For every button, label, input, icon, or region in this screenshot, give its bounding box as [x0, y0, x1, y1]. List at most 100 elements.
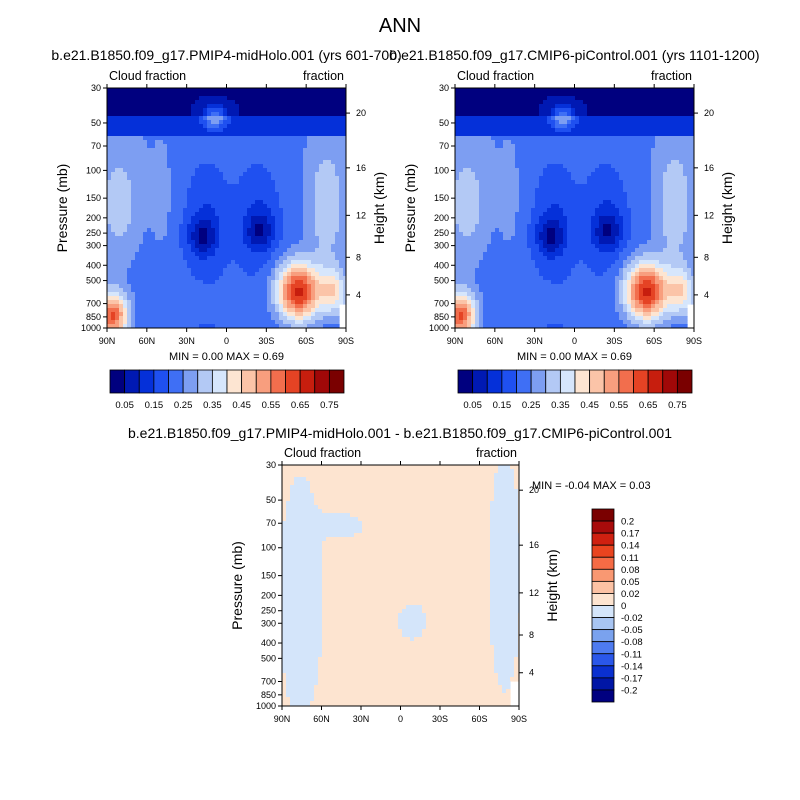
heatmap-cell [567, 108, 572, 113]
heatmap-cell [283, 308, 288, 313]
heatmap-cell [323, 132, 328, 137]
heatmap-cell [619, 96, 624, 101]
heatmap-cell [579, 112, 584, 117]
heatmap-cell [455, 140, 460, 145]
heatmap-cell [335, 200, 340, 205]
heatmap-cell [555, 100, 560, 105]
heatmap-cell [115, 188, 120, 193]
heatmap-cell [255, 200, 260, 205]
heatmap-cell [467, 120, 472, 125]
heatmap-cell [283, 164, 288, 169]
heatmap-cell [247, 176, 252, 181]
heatmap-cell [147, 140, 152, 145]
heatmap-cell [139, 160, 144, 165]
heatmap-cell [195, 160, 200, 165]
heatmap-cell [563, 144, 568, 149]
heatmap-cell [307, 272, 312, 277]
heatmap-cell [291, 180, 296, 185]
heatmap-cell [179, 296, 184, 301]
heatmap-cell [471, 88, 476, 93]
heatmap-cell [219, 252, 224, 257]
heatmap-cell [167, 296, 172, 301]
heatmap-cell [259, 312, 264, 317]
heatmap-cell [195, 252, 200, 257]
heatmap-cell [167, 200, 172, 205]
heatmap-cell [287, 264, 292, 269]
heatmap-cell [239, 228, 244, 233]
heatmap-cell [287, 96, 292, 101]
heatmap-cell [131, 216, 136, 221]
heatmap-cell [159, 288, 164, 293]
heatmap-cell [683, 132, 688, 137]
heatmap-cell [223, 232, 228, 237]
heatmap-cell [207, 252, 212, 257]
heatmap-cell [111, 240, 116, 245]
heatmap-cell [327, 304, 332, 309]
heatmap-cell [651, 112, 656, 117]
heatmap-cell [339, 132, 344, 137]
heatmap-cell [243, 172, 248, 177]
heatmap-cell [571, 156, 576, 161]
heatmap-cell [259, 192, 264, 197]
heatmap-cell [151, 120, 156, 125]
heatmap-cell [119, 304, 124, 309]
heatmap-cell [159, 244, 164, 249]
heatmap-cell [147, 180, 152, 185]
heatmap-cell [655, 172, 660, 177]
heatmap-cell [487, 128, 492, 133]
heatmap-cell [163, 132, 168, 137]
heatmap-cell [175, 196, 180, 201]
heatmap-cell [207, 184, 212, 189]
heatmap-cell [283, 272, 288, 277]
heatmap-cell [563, 128, 568, 133]
heatmap-cell [235, 236, 240, 241]
heatmap-cell [163, 88, 168, 93]
heatmap-cell [619, 124, 624, 129]
heatmap-cell [159, 236, 164, 241]
heatmap-cell [343, 128, 346, 133]
heatmap-cell [283, 156, 288, 161]
heatmap-cell [131, 164, 136, 169]
heatmap-cell [259, 140, 264, 145]
heatmap-cell [467, 140, 472, 145]
heatmap-cell [667, 168, 672, 173]
heatmap-cell [223, 244, 228, 249]
heatmap-cell [315, 232, 320, 237]
heatmap-cell [239, 200, 244, 205]
heatmap-cell [291, 324, 296, 328]
heatmap-cell [299, 236, 304, 241]
heatmap-cell [111, 140, 116, 145]
heatmap-cell [247, 228, 252, 233]
heatmap-cell [691, 136, 694, 141]
heatmap-cell [595, 96, 600, 101]
heatmap-cell [119, 280, 124, 285]
heatmap-cell [295, 236, 300, 241]
heatmap-cell [183, 268, 188, 273]
heatmap-cell [323, 100, 328, 105]
heatmap-cell [319, 188, 324, 193]
heatmap-cell [575, 92, 580, 97]
heatmap-cell [231, 272, 236, 277]
heatmap-cell [247, 276, 252, 281]
heatmap-cell [235, 160, 240, 165]
heatmap-cell [271, 164, 276, 169]
heatmap-cell [587, 128, 592, 133]
heatmap-cell [635, 152, 640, 157]
heatmap-cell [231, 172, 236, 177]
heatmap-cell [207, 112, 212, 117]
heatmap-cell [343, 272, 346, 277]
heatmap-cell [195, 96, 200, 101]
heatmap-cell [119, 180, 124, 185]
heatmap-cell [255, 124, 260, 129]
heatmap-cell [487, 164, 492, 169]
heatmap-cell [295, 300, 300, 305]
heatmap-cell [283, 208, 288, 213]
heatmap-cell [131, 264, 136, 269]
heatmap-cell [147, 292, 152, 297]
heatmap-cell [119, 192, 124, 197]
heatmap-cell [331, 136, 336, 141]
heatmap-cell [171, 272, 176, 277]
heatmap-cell [491, 160, 496, 165]
heatmap-cell [319, 124, 324, 129]
heatmap-cell [339, 280, 344, 285]
